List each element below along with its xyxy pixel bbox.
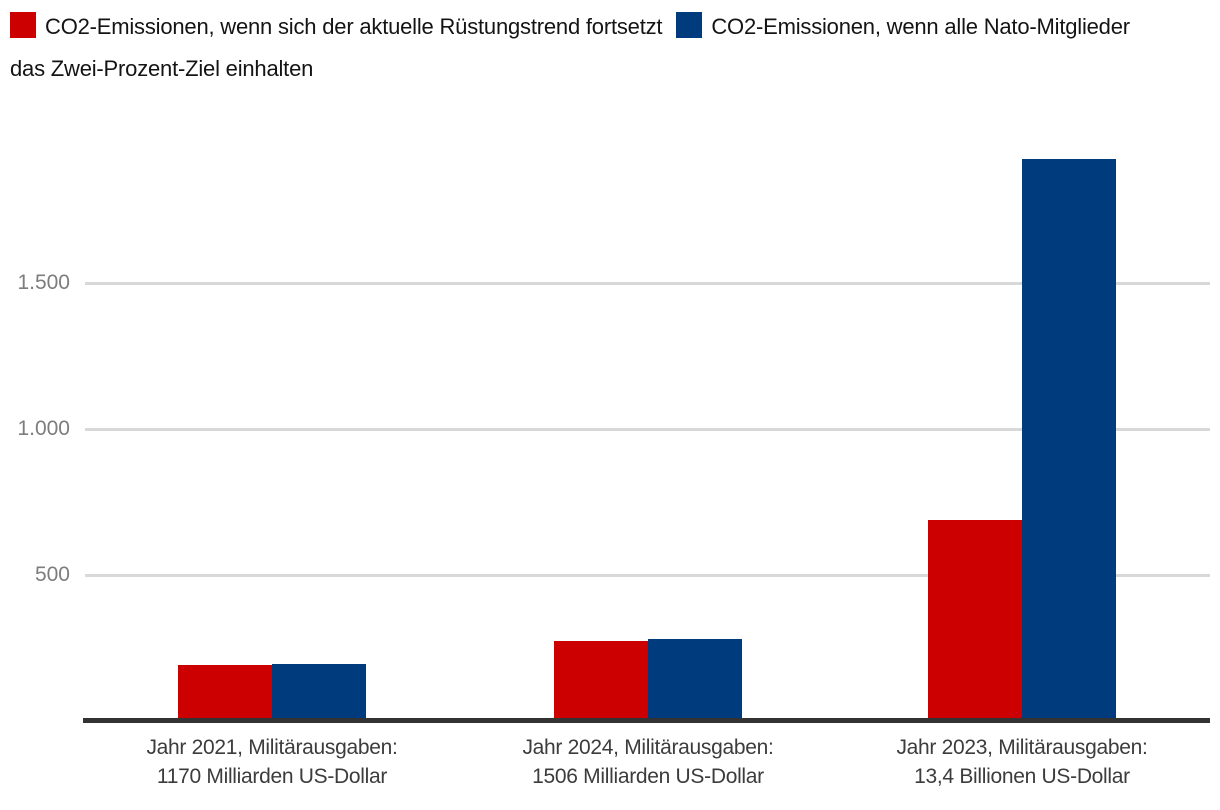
legend-label-two-percent: CO2-Emissionen, wenn alle Nato-Mitgliede… <box>10 14 1130 81</box>
x-category-label-2021: Jahr 2021, Militärausgaben: 1170 Milliard… <box>62 733 482 791</box>
y-tick-label-1500: 1.500 <box>17 271 70 295</box>
x-category-label-2023: Jahr 2023, Militärausgaben: 13,4 Billione… <box>812 733 1220 791</box>
x-axis-baseline <box>83 718 1210 723</box>
y-tick-label-1000: 1.000 <box>17 417 70 441</box>
gridline-500 <box>85 573 1210 577</box>
bar-trend-2023 <box>928 519 1022 718</box>
bar-two-percent-2023 <box>1022 158 1116 718</box>
legend-swatch-trend <box>10 12 36 38</box>
gridline-1500 <box>85 281 1210 285</box>
bar-two-percent-2021 <box>272 664 366 718</box>
x-category-label-2021-line1: Jahr 2021, Militärausgaben: <box>146 736 398 759</box>
x-category-label-2021-line2: 1170 Milliarden US-Dollar <box>156 765 388 788</box>
x-category-label-2023-line1: Jahr 2023, Militärausgaben: <box>896 736 1148 759</box>
legend-label-trend: CO2-Emissionen, wenn sich der aktuelle R… <box>45 14 663 39</box>
legend-item-trend: CO2-Emissionen, wenn sich der aktuelle R… <box>10 12 663 39</box>
chart-legend: CO2-Emissionen, wenn sich der aktuelle R… <box>10 6 1160 90</box>
legend-swatch-two-percent <box>676 12 703 38</box>
x-category-label-2024-line2: 1506 Milliarden US-Dollar <box>532 765 764 788</box>
bar-trend-2024 <box>554 641 648 718</box>
bar-trend-2021 <box>178 664 272 718</box>
x-category-label-2024: Jahr 2024, Militärausgaben: 1506 Milliard… <box>438 733 858 791</box>
x-category-label-2023-line2: 13,4 Billionen US-Dollar <box>914 765 1130 788</box>
y-tick-label-500: 500 <box>34 563 70 587</box>
x-category-label-2024-line1: Jahr 2024, Militärausgaben: <box>522 736 774 759</box>
bar-two-percent-2024 <box>648 639 742 718</box>
gridline-1000 <box>85 427 1210 431</box>
legend-item-two-percent: CO2-Emissionen, wenn alle Nato-Mitgliede… <box>10 12 1130 81</box>
